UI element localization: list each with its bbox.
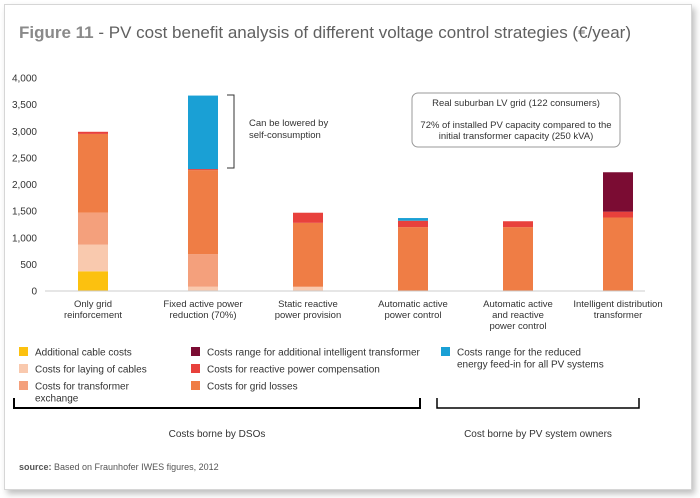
legend: Additional cable costs Costs for laying o… bbox=[19, 347, 604, 405]
y-tick-label: 500 bbox=[20, 260, 37, 271]
bar-segment bbox=[398, 220, 428, 228]
source-text: Based on Fraunhofer IWES figures, 2012 bbox=[51, 462, 219, 472]
source-label: source: bbox=[19, 462, 52, 472]
x-category-label: reduction (70%) bbox=[169, 310, 236, 321]
group-bracket-dsos bbox=[13, 398, 421, 409]
legend-swatch bbox=[19, 364, 28, 373]
legend-swatch bbox=[191, 364, 200, 373]
bar-segment bbox=[398, 218, 428, 221]
bracket-note-line-1: Can be lowered by bbox=[249, 118, 328, 129]
y-tick-label: 2,500 bbox=[12, 153, 37, 164]
x-category-label: Automatic active bbox=[378, 299, 448, 310]
bar-segment bbox=[603, 211, 633, 218]
bar-segment bbox=[188, 170, 218, 255]
legend-swatch bbox=[191, 381, 200, 390]
y-tick-label: 3,000 bbox=[12, 127, 37, 138]
bar-segment bbox=[188, 286, 218, 291]
x-category-label: transformer bbox=[594, 310, 643, 321]
bar-segment bbox=[78, 244, 108, 272]
x-category-label: Static reactive bbox=[278, 299, 338, 310]
bar-segment bbox=[188, 95, 218, 170]
bar-segment bbox=[503, 221, 533, 228]
y-tick-label: 1,500 bbox=[12, 207, 37, 218]
info-box-line-3: 72% of installed PV capacity compared to… bbox=[420, 120, 611, 131]
group-bracket-pv-owners bbox=[436, 398, 640, 409]
legend-label: Costs range for additional intelligent t… bbox=[207, 348, 421, 359]
bar-segment bbox=[188, 254, 218, 287]
bar-segment bbox=[293, 222, 323, 287]
bar-segment bbox=[603, 217, 633, 291]
legend-swatch bbox=[441, 347, 450, 356]
y-tick-label: 3,500 bbox=[12, 100, 37, 111]
bar-segment bbox=[293, 212, 323, 223]
legend-label: Costs for transformer bbox=[35, 382, 130, 393]
x-category-label: power provision bbox=[275, 310, 342, 321]
legend-swatch bbox=[19, 381, 28, 390]
legend-label: Additional cable costs bbox=[35, 348, 132, 359]
bar-segment bbox=[293, 286, 323, 291]
group-label-pv-owners: Cost borne by PV system owners bbox=[464, 429, 612, 440]
source-note: source: Based on Fraunhofer IWES figures… bbox=[19, 462, 219, 472]
chart: 05001,0001,5002,0002,5003,0003,5004,000 … bbox=[12, 74, 663, 441]
bar-segment bbox=[188, 169, 218, 171]
legend-swatch bbox=[19, 347, 28, 356]
legend-label: Costs range for the reduced bbox=[457, 348, 581, 359]
legend-label: Costs for reactive power compensation bbox=[207, 365, 380, 376]
bracket-note-line-2: self-consumption bbox=[249, 130, 321, 141]
bar-segment bbox=[503, 227, 533, 291]
x-category-label: Only grid bbox=[74, 299, 112, 310]
figure-number: Figure 11 bbox=[19, 23, 94, 42]
figure-title-text: - PV cost benefit analysis of different … bbox=[93, 23, 631, 42]
bar-segment bbox=[603, 172, 633, 212]
info-box-line-1: Real suburban LV grid (122 consumers) bbox=[432, 98, 600, 109]
y-tick-label: 2,000 bbox=[12, 180, 37, 191]
legend-label: Costs for laying of cables bbox=[35, 365, 147, 376]
x-category-label: power control bbox=[384, 310, 441, 321]
group-label-dsos: Costs borne by DSOs bbox=[169, 429, 266, 440]
x-category-label: Fixed active power bbox=[163, 299, 242, 310]
figure-frame: Figure 11 - PV cost benefit analysis of … bbox=[4, 4, 692, 490]
figure-title: Figure 11 - PV cost benefit analysis of … bbox=[19, 23, 631, 43]
y-tick-label: 4,000 bbox=[12, 74, 37, 85]
y-tick-label: 1,000 bbox=[12, 233, 37, 244]
info-box bbox=[411, 92, 621, 148]
info-box-line-4: initial transformer capacity (250 kVA) bbox=[439, 131, 594, 142]
bar-segment bbox=[78, 131, 108, 134]
bar-segment bbox=[78, 133, 108, 213]
bar-segment bbox=[78, 212, 108, 245]
annotation-bracket bbox=[227, 94, 235, 169]
legend-label: energy feed-in for all PV systems bbox=[457, 360, 604, 371]
y-tick-label: 0 bbox=[31, 287, 37, 298]
x-category-label: and reactive bbox=[492, 310, 544, 321]
bars bbox=[78, 95, 633, 291]
legend-label: exchange bbox=[35, 394, 79, 405]
x-category-label: power control bbox=[489, 321, 546, 332]
legend-swatch bbox=[191, 347, 200, 356]
y-axis: 0 500 1,000 1,500 2,000 2,500 3,000 3,500 4,000 bbox=[12, 74, 37, 298]
x-category-label: Intelligent distribution bbox=[573, 299, 662, 310]
bar-segment bbox=[398, 227, 428, 291]
x-category-label: Automatic active bbox=[483, 299, 553, 310]
legend-label: Costs for grid losses bbox=[207, 382, 298, 393]
x-category-label: reinforcement bbox=[64, 310, 122, 321]
bar-segment bbox=[78, 271, 108, 291]
